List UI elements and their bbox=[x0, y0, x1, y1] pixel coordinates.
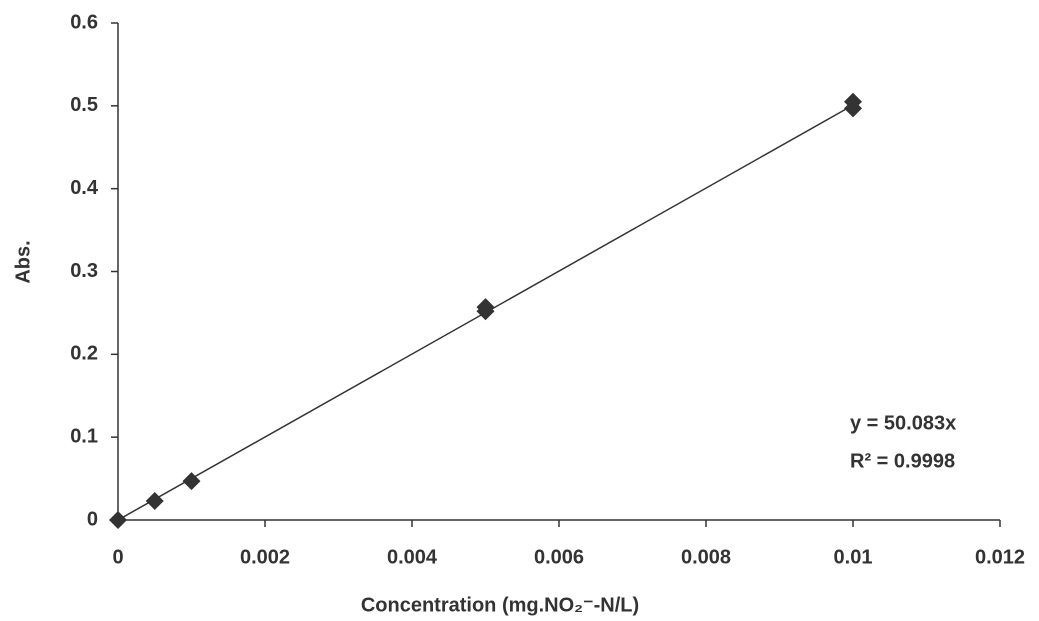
x-tick-label: 0 bbox=[112, 546, 123, 568]
x-tick-label: 0.008 bbox=[681, 546, 731, 568]
y-tick-label: 0.4 bbox=[70, 177, 99, 199]
y-tick-label: 0 bbox=[87, 508, 98, 530]
trend-r-squared: R² = 0.9998 bbox=[850, 450, 955, 472]
x-tick-label: 0.004 bbox=[387, 546, 438, 568]
x-tick-label: 0.006 bbox=[534, 546, 584, 568]
y-tick-label: 0.6 bbox=[70, 11, 98, 33]
y-tick-label: 0.3 bbox=[70, 260, 98, 282]
x-tick-label: 0.01 bbox=[834, 546, 873, 568]
y-tick-label: 0.5 bbox=[70, 94, 98, 116]
y-tick-label: 0.1 bbox=[70, 425, 98, 447]
trend-equation: y = 50.083x bbox=[850, 412, 956, 434]
point bbox=[844, 92, 862, 111]
point bbox=[145, 491, 164, 510]
point bbox=[182, 472, 201, 491]
point bbox=[476, 298, 495, 317]
point bbox=[109, 511, 127, 529]
x-tick-label: 0.002 bbox=[240, 546, 290, 568]
x-axis-label: Concentration (mg.NO₂⁻-N/L) bbox=[361, 594, 639, 616]
x-tick-label: 0.012 bbox=[975, 546, 1025, 568]
y-tick-label: 0.2 bbox=[70, 343, 98, 365]
y-axis-label: Abs. bbox=[12, 240, 34, 283]
